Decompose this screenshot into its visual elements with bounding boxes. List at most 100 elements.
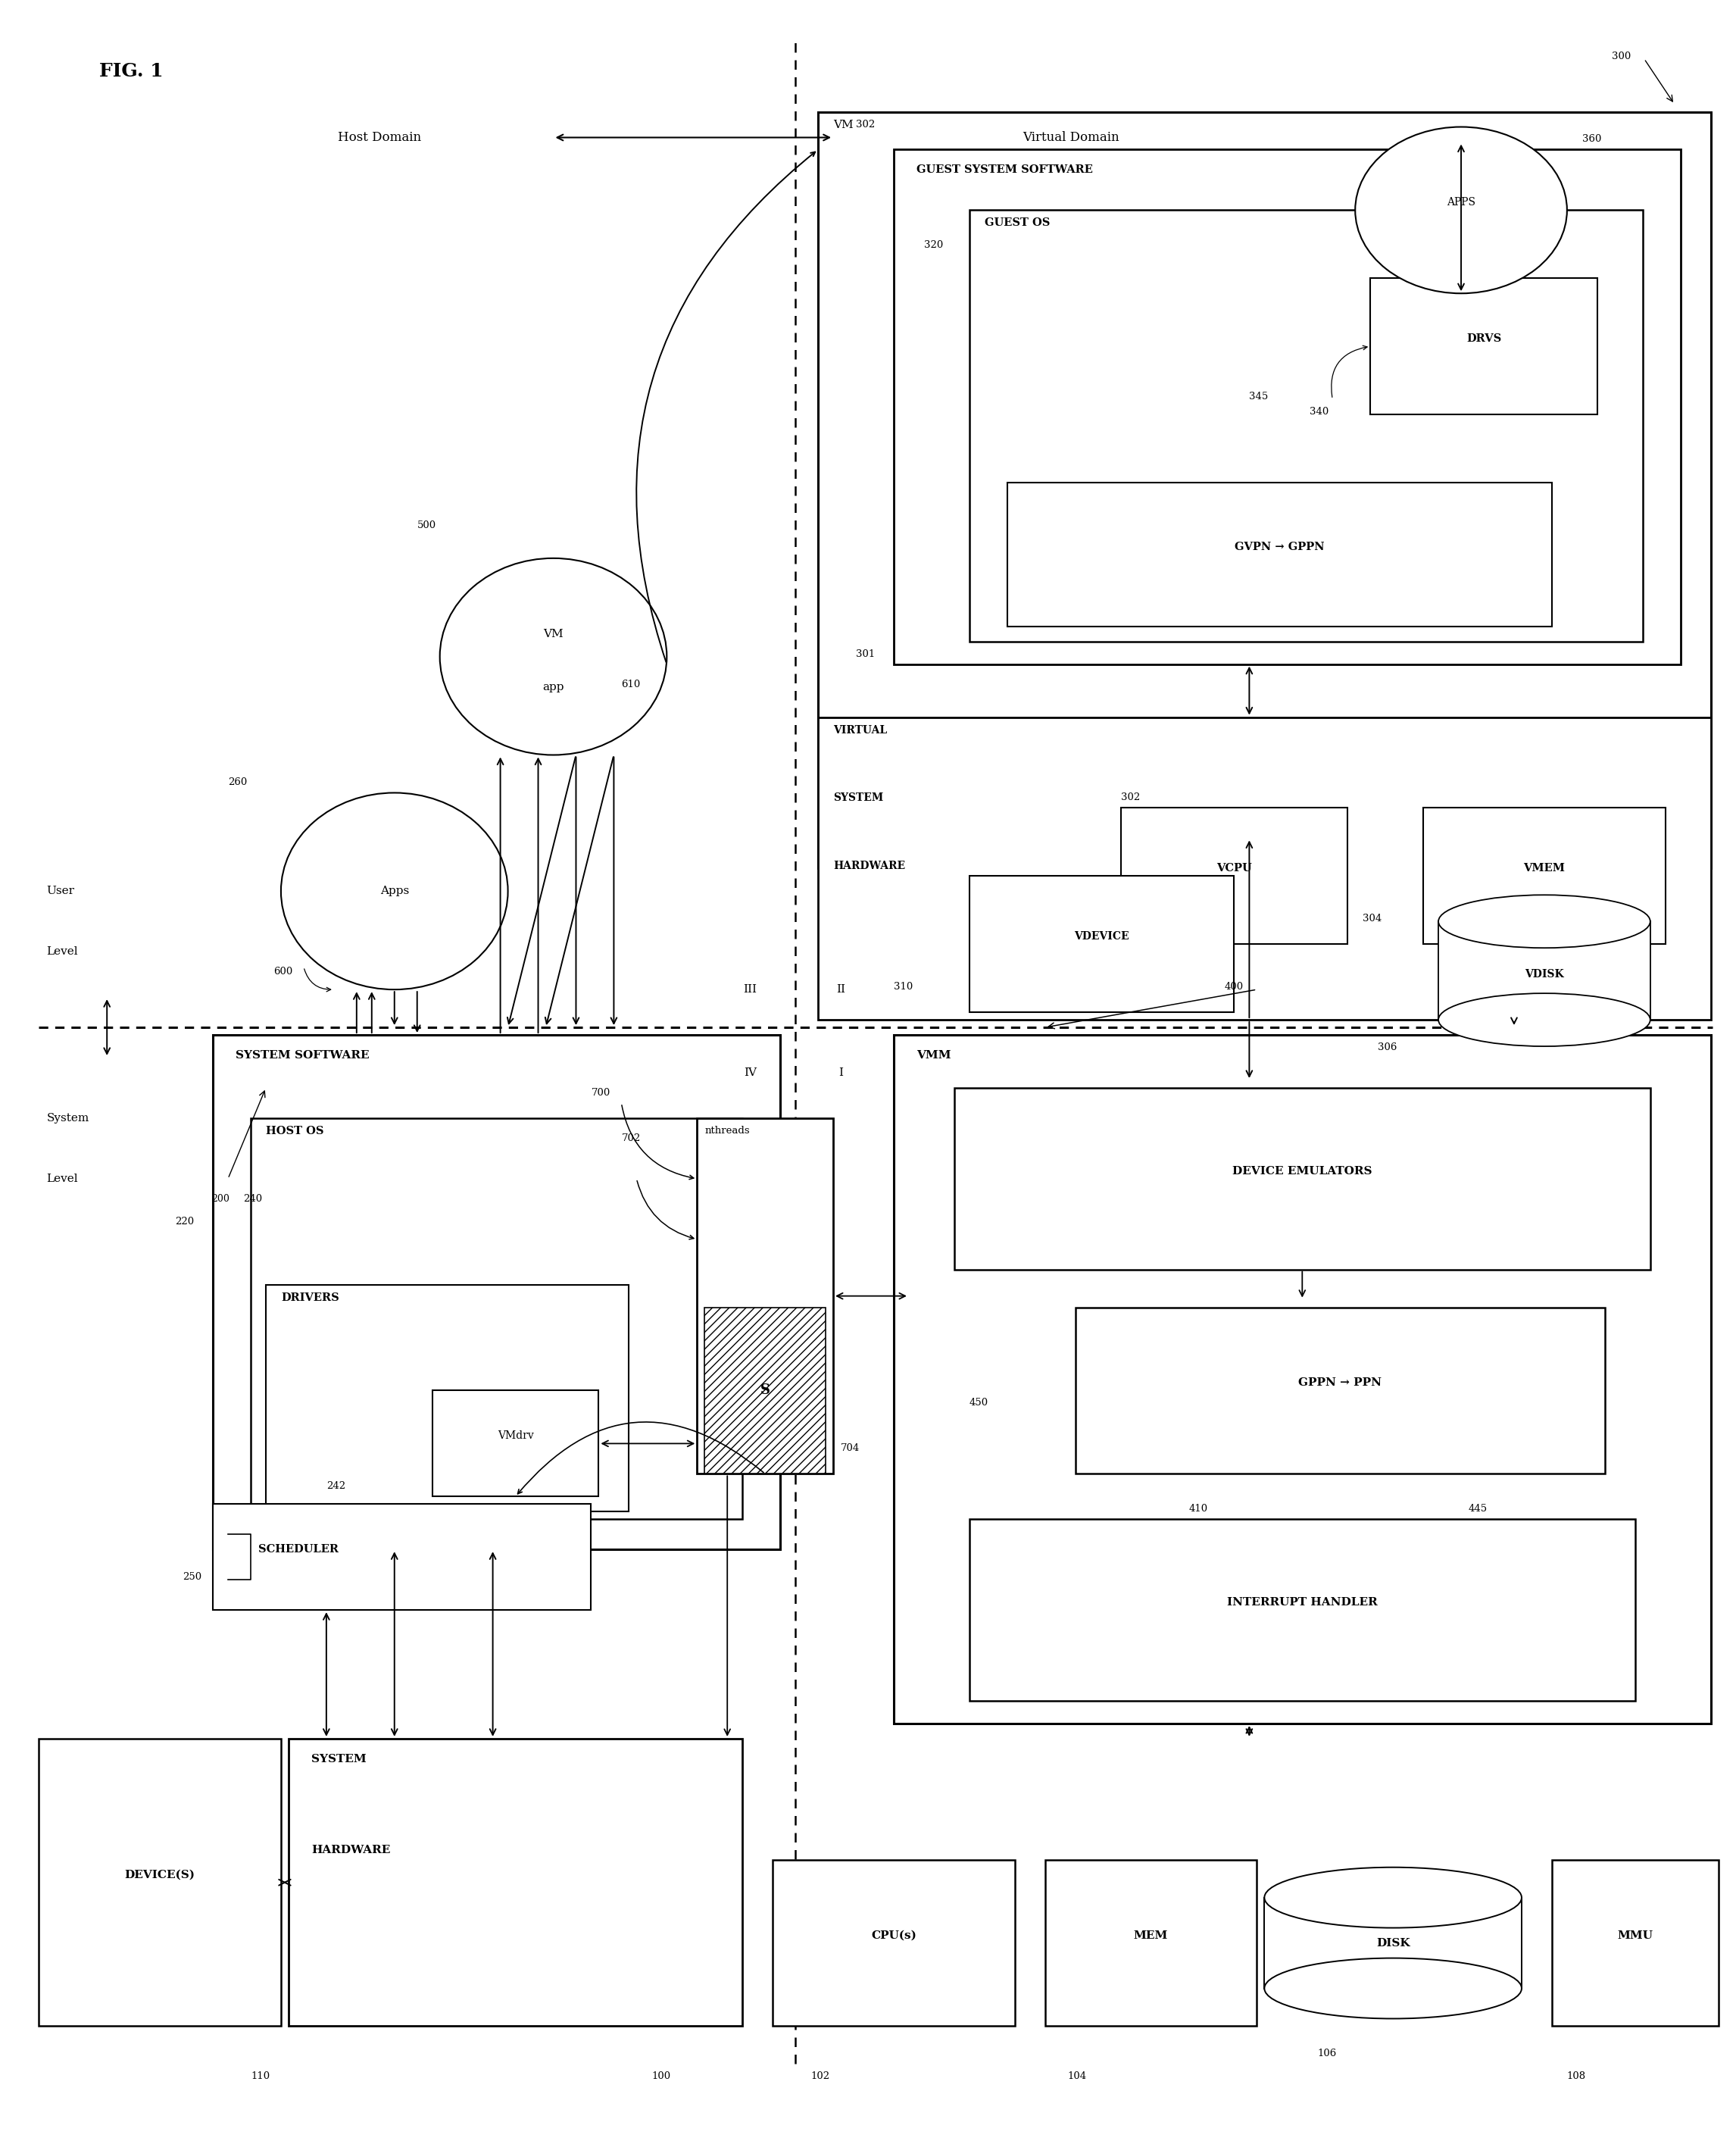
Ellipse shape: [1356, 126, 1568, 293]
Text: DRVS: DRVS: [1467, 334, 1502, 345]
Text: MEM: MEM: [1134, 1929, 1168, 1940]
Text: SYSTEM SOFTWARE: SYSTEM SOFTWARE: [236, 1049, 370, 1060]
Text: HARDWARE: HARDWARE: [311, 1846, 391, 1856]
Bar: [698, 1118, 833, 1473]
Text: APPS: APPS: [1446, 197, 1476, 208]
Text: GPPN → PPN: GPPN → PPN: [1299, 1377, 1382, 1387]
Text: 104: 104: [1068, 2072, 1087, 2081]
Text: GUEST OS: GUEST OS: [984, 218, 1050, 229]
Text: 610: 610: [621, 679, 641, 689]
Text: 304: 304: [1363, 914, 1382, 923]
Text: 320: 320: [924, 240, 943, 250]
Text: System: System: [47, 1113, 89, 1124]
Ellipse shape: [1264, 1867, 1522, 1927]
Bar: [432, 1392, 599, 1497]
Text: VIRTUAL: VIRTUAL: [833, 724, 887, 734]
Text: 250: 250: [182, 1571, 201, 1582]
Text: Host Domain: Host Domain: [337, 131, 422, 143]
Text: 301: 301: [856, 649, 875, 659]
Text: 600: 600: [273, 968, 293, 976]
Text: 242: 242: [326, 1482, 345, 1492]
Text: VM: VM: [833, 120, 854, 131]
Text: 260: 260: [227, 777, 247, 788]
Text: 702: 702: [621, 1133, 641, 1143]
Text: 300: 300: [1613, 51, 1632, 62]
Bar: [1552, 1861, 1719, 2025]
Text: VDEVICE: VDEVICE: [1075, 931, 1128, 942]
Bar: [818, 111, 1710, 869]
Text: 410: 410: [1189, 1505, 1208, 1514]
Bar: [266, 1285, 628, 1512]
Text: 102: 102: [811, 2072, 830, 2081]
Bar: [773, 1861, 1016, 2025]
Ellipse shape: [1264, 1959, 1522, 2019]
Text: VMM: VMM: [917, 1049, 951, 1060]
Bar: [1424, 807, 1665, 944]
Bar: [288, 1738, 743, 2025]
Bar: [1264, 1897, 1522, 1989]
Bar: [969, 876, 1234, 1013]
Text: 345: 345: [1250, 392, 1269, 403]
Text: 445: 445: [1469, 1505, 1488, 1514]
Text: 100: 100: [651, 2072, 670, 2081]
Text: 360: 360: [1581, 135, 1601, 143]
Bar: [1370, 278, 1597, 415]
Text: 108: 108: [1568, 2072, 1587, 2081]
Text: 306: 306: [1378, 1043, 1397, 1053]
Bar: [1007, 482, 1552, 627]
Ellipse shape: [439, 559, 667, 756]
Bar: [969, 210, 1642, 642]
Text: 450: 450: [969, 1398, 988, 1409]
Bar: [1075, 1308, 1604, 1473]
Bar: [894, 1034, 1710, 1724]
Bar: [969, 1520, 1635, 1700]
Text: 106: 106: [1318, 2049, 1337, 2060]
Bar: [705, 1308, 826, 1473]
Text: SYSTEM: SYSTEM: [833, 792, 884, 803]
Text: 200: 200: [212, 1195, 229, 1203]
Text: SYSTEM: SYSTEM: [311, 1753, 366, 1764]
Text: 110: 110: [250, 2072, 269, 2081]
Bar: [818, 717, 1710, 1019]
Text: INTERRUPT HANDLER: INTERRUPT HANDLER: [1227, 1597, 1377, 1608]
Text: MMU: MMU: [1618, 1929, 1653, 1940]
Text: nthreads: nthreads: [705, 1126, 750, 1135]
Text: User: User: [47, 886, 75, 897]
Text: I: I: [838, 1068, 844, 1079]
Ellipse shape: [281, 792, 509, 989]
Text: Virtual Domain: Virtual Domain: [1023, 131, 1120, 143]
Bar: [250, 1118, 743, 1520]
Text: Level: Level: [47, 946, 78, 957]
Bar: [1439, 921, 1651, 1019]
Text: II: II: [837, 985, 845, 996]
Text: DRIVERS: DRIVERS: [281, 1293, 339, 1304]
Text: CPU(s): CPU(s): [871, 1929, 917, 1940]
Text: IV: IV: [743, 1068, 757, 1079]
Text: 700: 700: [592, 1088, 611, 1098]
Text: FIG. 1: FIG. 1: [99, 62, 163, 79]
Text: 704: 704: [840, 1443, 859, 1454]
Text: DISK: DISK: [1377, 1938, 1410, 1948]
Text: SCHEDULER: SCHEDULER: [259, 1544, 339, 1554]
Text: HOST OS: HOST OS: [266, 1126, 325, 1137]
Text: 240: 240: [243, 1195, 262, 1203]
Text: 310: 310: [894, 983, 913, 991]
Bar: [1045, 1861, 1257, 2025]
Text: DEVICE(S): DEVICE(S): [125, 1869, 194, 1880]
Text: III: III: [743, 985, 757, 996]
Text: Level: Level: [47, 1173, 78, 1184]
Text: VMdrv: VMdrv: [498, 1430, 533, 1441]
Text: GUEST SYSTEM SOFTWARE: GUEST SYSTEM SOFTWARE: [917, 165, 1092, 176]
Text: 302: 302: [856, 120, 875, 128]
Text: 340: 340: [1309, 407, 1330, 417]
Text: Apps: Apps: [380, 886, 410, 897]
Bar: [1121, 807, 1347, 944]
Bar: [38, 1738, 281, 2025]
Text: 400: 400: [1224, 983, 1243, 991]
Text: VDISK: VDISK: [1524, 970, 1564, 981]
Text: GVPN → GPPN: GVPN → GPPN: [1234, 542, 1325, 552]
Ellipse shape: [1439, 895, 1651, 948]
Text: 220: 220: [175, 1216, 194, 1227]
Bar: [955, 1088, 1651, 1270]
Ellipse shape: [1439, 993, 1651, 1047]
